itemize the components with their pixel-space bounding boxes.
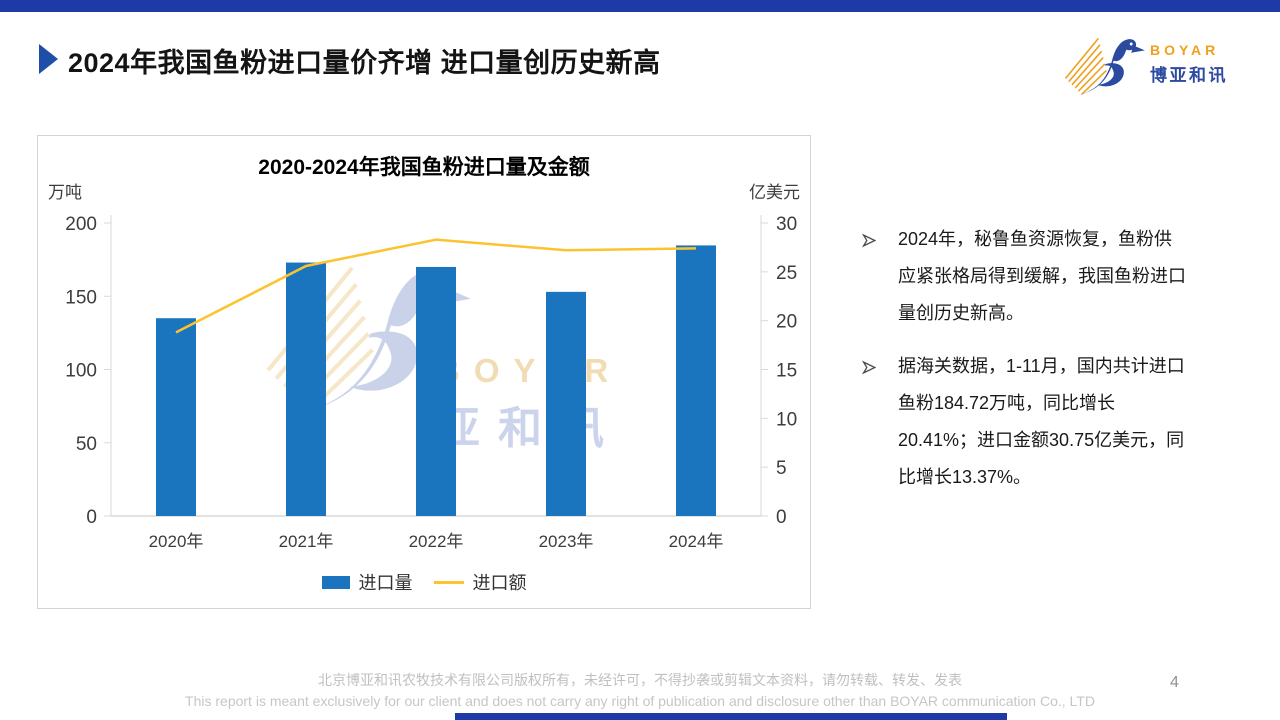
svg-text:100: 100 [65,361,97,382]
svg-text:2024年: 2024年 [669,532,724,551]
logo-text-en: BOYAR [1150,42,1220,58]
boyar-bird-logo-icon [1064,32,1148,96]
svg-text:2020年: 2020年 [149,532,204,551]
chart-panel: BOYAR 亚和讯 0 50 100 150 200 0 5 10 15 20 25 30 万吨 亿美元 2… [37,135,811,609]
footer-accent-bar [455,713,1007,720]
logo-text: BOYAR 博亚和讯 [1150,42,1228,86]
legend-label-value: 进口额 [472,573,527,593]
page-number: 4 [1170,674,1179,691]
company-logo: BOYAR 博亚和讯 [1064,32,1228,96]
svg-text:150: 150 [65,287,97,308]
svg-text:5: 5 [776,458,787,479]
svg-text:2021年: 2021年 [279,532,334,551]
title-marker-icon [39,44,58,74]
footer-disclaimer-en: This report is meant exclusively for our… [185,693,1095,709]
legend-bar-swatch [321,575,350,589]
logo-text-cn: 博亚和讯 [1150,66,1228,85]
import-volume-value-chart: 0 50 100 150 200 0 5 10 15 20 25 30 万吨 亿美元 2020年 2021年 2… [48,183,800,551]
svg-text:15: 15 [776,361,797,382]
chart-title: 2020-2024年我国鱼粉进口量及金额 [258,156,590,179]
arrow-bullet-icon [861,348,898,496]
bullet-item: 据海关数据，1-11月，国内共计进口鱼粉184.72万吨，同比增长20.41%；… [861,348,1190,496]
bullet-item: 2024年，秘鲁鱼资源恢复，鱼粉供应紧张格局得到缓解，我国鱼粉进口量创历史新高。 [861,221,1190,332]
svg-text:万吨: 万吨 [48,183,82,202]
bullet-text: 据海关数据，1-11月，国内共计进口鱼粉184.72万吨，同比增长20.41%；… [898,356,1185,487]
svg-text:0: 0 [86,507,97,528]
chart-legend: 进口量 进口额 [38,569,810,595]
footer-copyright-cn: 北京博亚和讯农牧技术有限公司版权所有，未经许可，不得抄袭或剪辑文本资料，请勿转载… [318,672,962,688]
bullet-text: 2024年，秘鲁鱼资源恢复，鱼粉供应紧张格局得到缓解，我国鱼粉进口量创历史新高。 [898,229,1186,323]
svg-text:20: 20 [776,312,797,333]
svg-text:50: 50 [76,434,97,455]
commentary-list: 2024年，秘鲁鱼资源恢复，鱼粉供应紧张格局得到缓解，我国鱼粉进口量创历史新高。… [861,221,1190,512]
svg-text:2023年: 2023年 [539,532,594,551]
slide-title: 2024年我国鱼粉进口量价齐增 进口量创历史新高 [68,48,661,78]
svg-text:0: 0 [776,507,787,528]
svg-text:200: 200 [65,214,97,235]
svg-text:25: 25 [776,263,797,284]
svg-text:30: 30 [776,214,797,235]
legend-label-imports: 进口量 [358,573,413,593]
svg-text:亿美元: 亿美元 [749,183,800,202]
svg-text:2022年: 2022年 [409,532,464,551]
legend-line-swatch [433,580,464,584]
arrow-bullet-icon [861,221,898,332]
svg-text:10: 10 [776,409,797,430]
header-bar [0,0,1280,12]
